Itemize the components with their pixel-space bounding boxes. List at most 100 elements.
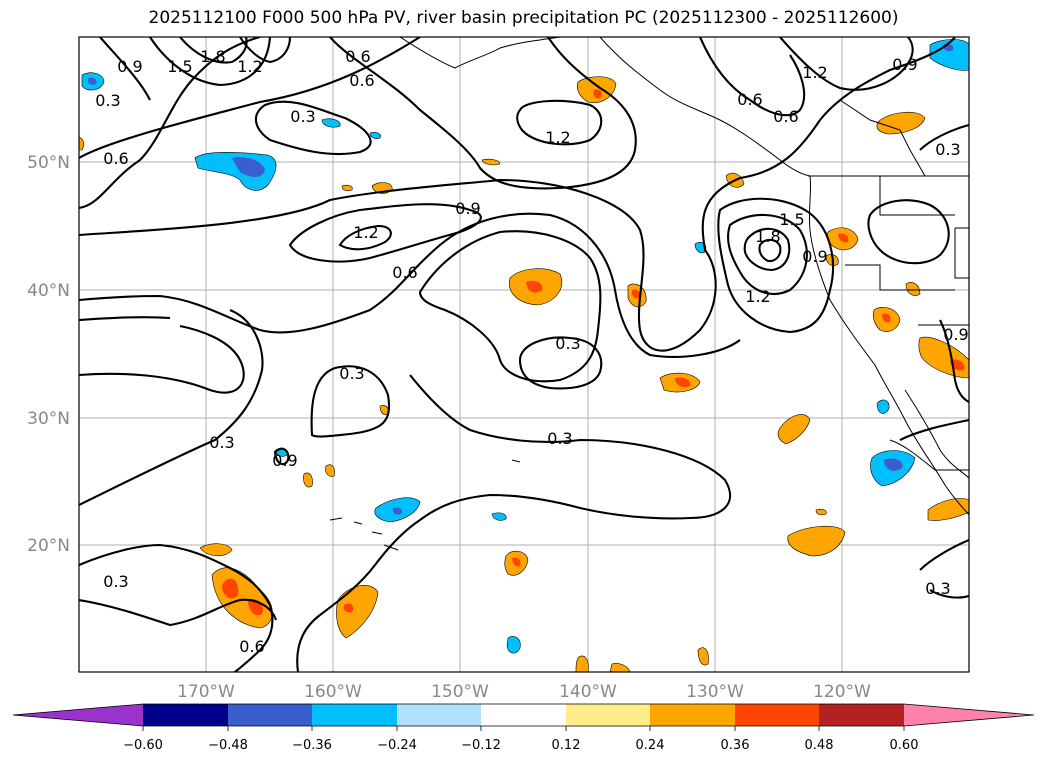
- pv-contours: [79, 37, 969, 672]
- contour-label: 0.3: [925, 579, 950, 598]
- precip-patch-orange: [697, 647, 709, 666]
- colorbar-tick-label: −0.12: [461, 738, 501, 753]
- coastline-baja: [904, 389, 969, 479]
- contour-label: 0.9: [272, 451, 297, 470]
- precip-patch-orange: [815, 508, 827, 516]
- coastline-canada: [599, 37, 811, 177]
- contour-line: [518, 336, 603, 390]
- precip-patch-red: [882, 313, 891, 323]
- precip-patch-blue: [506, 636, 521, 654]
- contour-line: [79, 37, 421, 159]
- contour-line: [239, 37, 292, 64]
- lat-label: 20°N: [27, 536, 70, 556]
- contour-label: 0.9: [802, 247, 827, 266]
- precip-patch-orange: [79, 137, 84, 151]
- precip-patch-orange: [777, 414, 811, 445]
- contour-line: [254, 100, 372, 156]
- contour-label: 1.2: [745, 287, 770, 306]
- precip-patch-orange: [481, 158, 501, 166]
- latitude-labels: 50°N 40°N 30°N 20°N: [27, 153, 70, 556]
- lon-label: 140°W: [559, 682, 617, 702]
- precip-patch-orange: [199, 543, 233, 557]
- contour-label: 1.2: [237, 57, 262, 76]
- colorbar: −0.60 −0.48 −0.36 −0.24 −0.12 0.12 0.24 …: [12, 703, 1035, 753]
- precip-patch-red: [838, 233, 849, 243]
- contour-line: [899, 418, 969, 441]
- contour-line: [79, 324, 245, 394]
- lon-label: 150°W: [431, 682, 489, 702]
- precip-patch-red: [631, 289, 640, 299]
- colorbar-tick-label: 0.24: [636, 738, 665, 753]
- contour-line: [717, 197, 834, 334]
- contour-label: 1.2: [353, 223, 378, 242]
- contour-line: [79, 543, 274, 672]
- colorbar-segment: [397, 704, 481, 726]
- colorbar-tick-label: 0.60: [890, 738, 919, 753]
- contour-label: 0.9: [943, 325, 968, 344]
- colorbar-tick-label: −0.24: [377, 738, 417, 753]
- precip-patch-blue-core: [392, 507, 403, 515]
- contour-line: [338, 224, 392, 251]
- contour-line: [273, 447, 290, 466]
- colorbar-tick-labels: −0.60 −0.48 −0.36 −0.24 −0.12 0.12 0.24 …: [123, 738, 918, 753]
- contour-line: [743, 227, 791, 272]
- contour-line: [758, 238, 782, 263]
- colorbar-tick-label: 0.48: [805, 738, 834, 753]
- contour-line: [516, 99, 603, 146]
- colorbar-segment: [312, 704, 397, 726]
- map-frame: [78, 36, 970, 673]
- border-states: [879, 176, 955, 216]
- lon-label: 120°W: [813, 682, 871, 702]
- colorbar-tick-label: −0.36: [292, 738, 332, 753]
- precip-patch-blue: [491, 512, 507, 521]
- contour-line: [929, 589, 969, 599]
- contour-label: 0.9: [117, 57, 142, 76]
- contour-label: 1.8: [200, 47, 225, 66]
- precip-patch-orange: [336, 585, 379, 639]
- border-states: [954, 227, 969, 279]
- precip-patch-orange: [303, 472, 313, 488]
- precip-patch-red: [222, 578, 239, 599]
- contour-line: [779, 37, 914, 91]
- contour-label: 0.3: [95, 91, 120, 110]
- precip-patch-blue: [321, 118, 341, 128]
- precip-patch-orange: [575, 655, 589, 672]
- contour-line: [296, 374, 732, 672]
- precip-patch-blue: [876, 399, 890, 414]
- colorbar-tick-label: −0.48: [208, 738, 248, 753]
- contour-labels: 0.9 1.5 1.8 1.2 0.3 0.6 0.3 0.6 0.9 1.2 …: [95, 47, 968, 656]
- contour-label: 0.6: [392, 263, 417, 282]
- lat-label: 30°N: [27, 409, 70, 429]
- contour-label: 0.3: [209, 433, 234, 452]
- colorbar-extend-low: [13, 704, 143, 726]
- coastline-us-west: [808, 175, 969, 516]
- contour-line: [79, 316, 171, 322]
- precip-patch-red: [512, 557, 521, 567]
- positive-precip-patches: [79, 76, 969, 672]
- colorbar-segment: [650, 704, 735, 726]
- contour-label: 1.5: [779, 210, 804, 229]
- negative-precip-patches: [81, 39, 969, 654]
- contour-label: 1.2: [545, 128, 570, 147]
- border-alaska-canada: [839, 99, 926, 177]
- map-title: 2025112100 F000 500 hPa PV, river basin …: [148, 8, 899, 28]
- colorbar-segment: [143, 704, 228, 726]
- precip-patch-blue-core: [232, 157, 265, 177]
- contour-line: [418, 230, 602, 383]
- precip-patch-red: [343, 603, 354, 613]
- contour-label: 0.9: [892, 55, 917, 74]
- contour-label: 0.6: [103, 149, 128, 168]
- contour-label: 0.3: [555, 334, 580, 353]
- contour-label: 0.6: [773, 107, 798, 126]
- lon-label: 160°W: [304, 682, 362, 702]
- precip-patch-orange: [905, 282, 921, 296]
- contour-label: 0.6: [345, 47, 370, 66]
- contour-line: [699, 37, 806, 117]
- precip-patch-orange: [325, 464, 335, 477]
- contour-label: 0.3: [290, 107, 315, 126]
- contour-label: 0.6: [737, 90, 762, 109]
- colorbar-ticks: [142, 726, 905, 731]
- precip-patch-blue: [369, 132, 381, 139]
- precip-patch-blue: [694, 242, 707, 254]
